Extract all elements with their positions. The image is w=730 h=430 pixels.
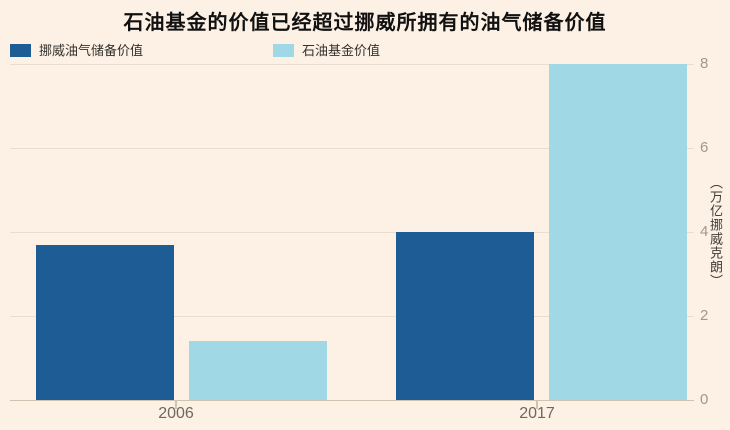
legend-item-reserves: 挪威油气储备价值	[10, 43, 143, 58]
gridline	[10, 316, 694, 317]
gridline	[10, 232, 694, 233]
x-tick	[175, 400, 177, 409]
gridline	[10, 148, 694, 149]
chart-title: 石油基金的价值已经超过挪威所拥有的油气储备价值	[123, 12, 607, 34]
legend-item-fund: 石油基金价值	[273, 43, 380, 58]
x-tick-label: 2017	[519, 405, 555, 422]
y-tick-label: 8	[700, 55, 709, 72]
y-axis-unit-label: （万亿挪威克朗）	[708, 176, 723, 288]
bar-reserves-2006	[36, 244, 174, 400]
y-tick-label: 4	[700, 223, 709, 240]
y-tick-label: 2	[700, 307, 709, 324]
bar-fund-2006	[189, 341, 327, 400]
bar-reserves-2017	[396, 232, 534, 400]
x-axis-baseline	[10, 400, 694, 401]
legend-label-reserves: 挪威油气储备价值	[39, 43, 144, 58]
y-tick-label: 0	[700, 391, 709, 408]
bar-fund-2017	[549, 64, 687, 400]
y-tick-label: 6	[700, 139, 709, 156]
legend-swatch-reserves	[10, 44, 31, 57]
legend-label-fund: 石油基金价值	[302, 43, 381, 58]
x-tick-label: 2006	[158, 405, 194, 422]
x-tick	[536, 400, 538, 409]
legend-swatch-fund	[273, 44, 294, 57]
gridline	[10, 64, 694, 65]
